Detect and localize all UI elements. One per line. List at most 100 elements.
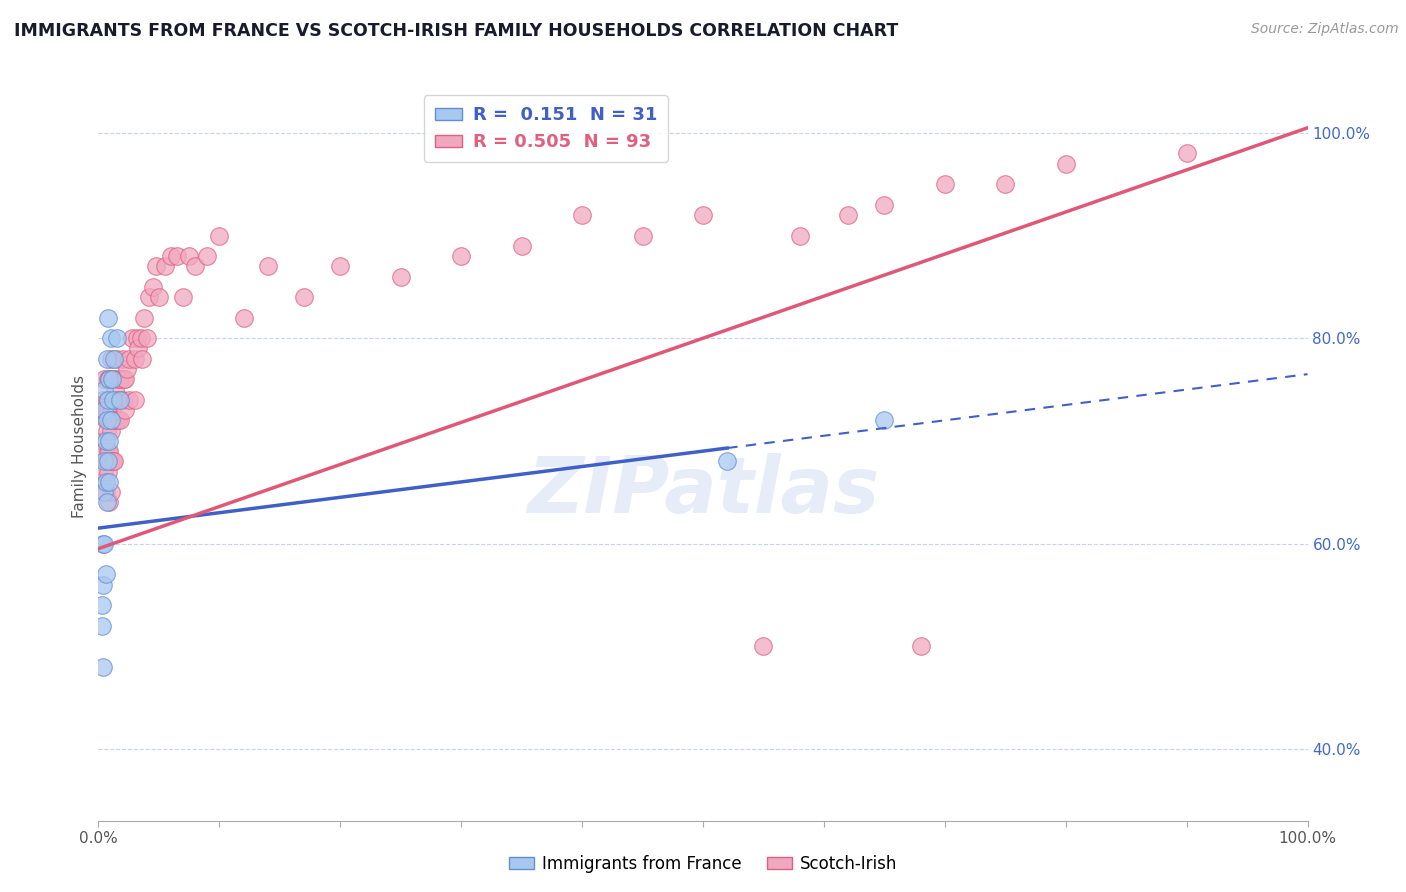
Point: [103, 454, 125, 468]
Point: [105, 331, 128, 345]
Point: [104, 413, 127, 427]
Point: [329, 260, 352, 274]
Point: [93, 403, 115, 417]
Point: [208, 228, 231, 243]
Point: [96, 392, 118, 407]
Point: [94, 454, 117, 468]
Point: [837, 208, 859, 222]
Point: [97, 392, 120, 407]
Point: [93, 383, 115, 397]
Point: [98, 495, 121, 509]
Point: [124, 351, 146, 366]
Point: [91, 434, 114, 448]
Point: [256, 260, 278, 274]
Point: [117, 362, 139, 376]
Point: [94, 403, 117, 417]
Point: [873, 413, 896, 427]
Point: [96, 413, 118, 427]
Point: [179, 249, 201, 263]
Point: [94, 567, 117, 582]
Point: [160, 249, 183, 263]
Point: [692, 208, 714, 222]
Point: [96, 351, 118, 366]
Point: [100, 413, 122, 427]
Point: [91, 536, 114, 550]
Point: [134, 310, 156, 325]
Point: [571, 208, 593, 222]
Point: [101, 392, 124, 407]
Point: [94, 413, 117, 427]
Point: [153, 260, 176, 274]
Point: [292, 290, 315, 304]
Point: [101, 454, 124, 468]
Point: [118, 392, 141, 407]
Point: [124, 392, 146, 407]
Point: [98, 372, 121, 386]
Point: [105, 351, 128, 366]
Point: [100, 372, 122, 386]
Point: [100, 403, 122, 417]
Point: [127, 342, 149, 356]
Point: [103, 351, 125, 366]
Point: [93, 465, 115, 479]
Point: [100, 351, 122, 366]
Point: [510, 239, 533, 253]
Point: [716, 454, 738, 468]
Point: [631, 228, 654, 243]
Point: [97, 465, 120, 479]
Point: [108, 413, 131, 427]
Point: [91, 618, 114, 632]
Point: [91, 475, 114, 489]
Point: [389, 269, 412, 284]
Point: [97, 454, 120, 468]
Point: [111, 392, 134, 407]
Point: [100, 372, 122, 386]
Point: [107, 413, 129, 427]
Point: [98, 372, 121, 386]
Point: [138, 290, 160, 304]
Point: [100, 485, 122, 500]
Point: [104, 383, 127, 397]
Point: [107, 372, 129, 386]
Point: [93, 536, 115, 550]
Point: [131, 351, 153, 366]
Point: [93, 444, 115, 458]
Text: Source: ZipAtlas.com: Source: ZipAtlas.com: [1251, 22, 1399, 37]
Point: [100, 424, 122, 438]
Point: [103, 413, 125, 427]
Point: [184, 260, 207, 274]
Point: [98, 434, 121, 448]
Point: [94, 475, 117, 489]
Point: [994, 178, 1017, 192]
Point: [111, 351, 134, 366]
Point: [108, 392, 131, 407]
Point: [1175, 146, 1198, 161]
Point: [789, 228, 811, 243]
Point: [108, 392, 131, 407]
Point: [114, 372, 136, 386]
Point: [91, 392, 114, 407]
Point: [97, 372, 120, 386]
Point: [93, 372, 115, 386]
Point: [100, 454, 122, 468]
Point: [752, 639, 775, 653]
Point: [98, 444, 121, 458]
Point: [121, 331, 143, 345]
Point: [142, 280, 165, 294]
Point: [114, 403, 136, 417]
Point: [103, 372, 125, 386]
Point: [101, 372, 124, 386]
Point: [91, 598, 114, 612]
Point: [105, 392, 128, 407]
Point: [97, 444, 120, 458]
Point: [96, 424, 118, 438]
Point: [96, 495, 118, 509]
Point: [145, 260, 167, 274]
Point: [98, 413, 121, 427]
Point: [118, 351, 141, 366]
Point: [172, 290, 194, 304]
Point: [100, 331, 122, 345]
Point: [101, 413, 124, 427]
Text: ZIPatlas: ZIPatlas: [527, 453, 879, 529]
Point: [195, 249, 218, 263]
